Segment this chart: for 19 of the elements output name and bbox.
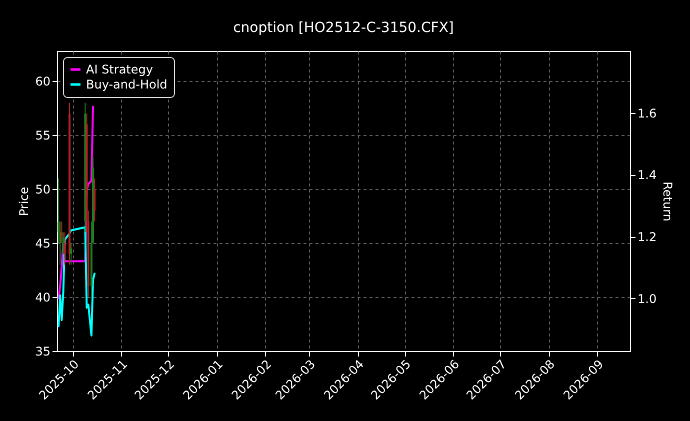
y-tick-label: 35: [35, 344, 50, 358]
y2-tick-label: 1.6: [638, 106, 657, 120]
chart-title: cnoption [HO2512-C-3150.CFX]: [233, 20, 454, 36]
candlestick: [70, 242, 72, 266]
y2-tick-label: 1.0: [638, 292, 657, 306]
legend-label: AI Strategy: [86, 62, 153, 76]
y2-tick-label: 1.2: [638, 230, 657, 244]
y-tick-label: 40: [35, 290, 50, 305]
line-series: [58, 226, 96, 337]
candlestick: [94, 178, 96, 222]
y-axis-title: Price: [17, 186, 32, 216]
y-tick-label: 45: [35, 236, 50, 251]
y2-tick-label: 1.4: [638, 168, 657, 182]
y-tick-label: 60: [35, 74, 50, 89]
y-tick-label: 55: [35, 128, 50, 143]
y-tick-label: 50: [35, 182, 50, 197]
candlestick: [60, 221, 63, 244]
legend-label: Buy-and-Hold: [86, 78, 168, 92]
y2-axis-title: Return: [660, 182, 675, 222]
